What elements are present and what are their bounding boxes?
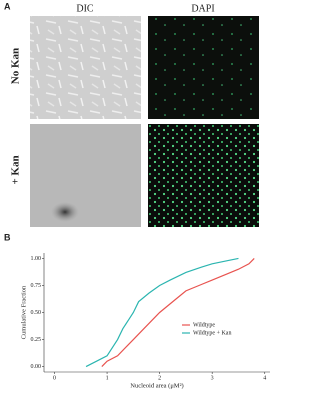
figure: A DIC DAPI No Kan + Kan B 0.000.250.500.… [4, 1, 270, 389]
panel-label: B [4, 232, 11, 242]
y-tick-label: 0.25 [31, 337, 42, 343]
y-tick-label: 1.00 [31, 256, 42, 262]
x-tick-label: 0 [53, 375, 56, 381]
x-tick-label: 2 [158, 375, 161, 381]
dapi-cells [148, 16, 259, 119]
y-tick-label: 0.50 [31, 310, 42, 316]
y-tick-label: 0.75 [31, 283, 42, 289]
x-axis-label: Nucleoid area (μM²) [130, 382, 183, 389]
row-label: No Kan [10, 48, 22, 84]
dic-image [30, 124, 141, 227]
dapi-cells [148, 124, 259, 227]
x-tick-label: 1 [106, 375, 109, 381]
panel-label: A [4, 1, 11, 11]
row-label: + Kan [10, 155, 22, 184]
series-line [101, 257, 255, 368]
chart: 0.00 0.25 0.50 0.75 1.00 0 1 2 3 4 Nucleoid area (… [20, 253, 270, 389]
dic-artifact [51, 202, 79, 222]
y-axis-label: Cumulative Fraction [20, 285, 27, 339]
legend-label: Wildtype + Kan [193, 330, 231, 336]
legend-label: Wildtype [193, 322, 215, 328]
x-tick-label: 3 [211, 375, 214, 381]
y-tick-label: 0.00 [31, 364, 42, 370]
series-line [85, 257, 239, 368]
column-header: DIC [76, 3, 94, 14]
x-tick-label: 4 [263, 375, 266, 381]
column-header: DAPI [191, 3, 214, 14]
dic-cells [30, 16, 141, 119]
